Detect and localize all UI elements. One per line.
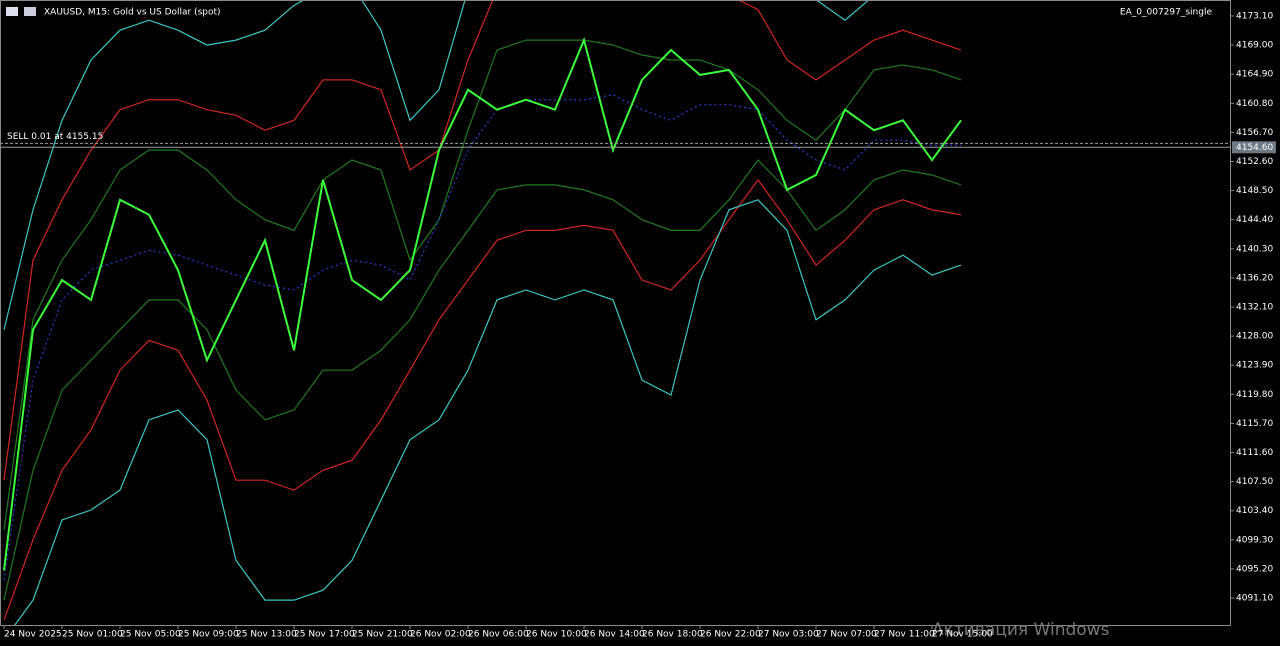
x-tick-label: 25 Nov 13:00	[236, 630, 297, 640]
y-tick-label: 4136.20	[1236, 273, 1273, 283]
last-price-box	[1232, 141, 1276, 154]
x-tick-label: 25 Nov 01:00	[62, 630, 123, 640]
order-label: SELL 0.01 at 4155.15	[7, 132, 103, 142]
y-tick-label: 4128.00	[1236, 332, 1273, 342]
y-tick-label: 4091.10	[1236, 594, 1273, 604]
y-tick-label: 4173.10	[1236, 11, 1273, 21]
y-tick-label: 4144.40	[1236, 215, 1273, 225]
y-tick-label: 4107.50	[1236, 477, 1273, 487]
x-tick-label: 26 Nov 06:00	[468, 630, 529, 640]
y-tick-label: 4111.60	[1236, 448, 1273, 458]
x-tick-label: 24 Nov 2025	[4, 630, 62, 640]
y-tick-label: 4095.20	[1236, 564, 1273, 574]
y-tick-label: 4132.10	[1236, 302, 1273, 312]
x-tick-label: 27 Nov 11:00	[874, 630, 935, 640]
y-tick-label: 4160.80	[1236, 99, 1273, 109]
x-tick-label: 27 Nov 03:00	[758, 630, 819, 640]
x-tick-label: 27 Nov 15:00	[932, 630, 993, 640]
x-tick-label: 27 Nov 07:00	[816, 630, 877, 640]
chart-icon	[24, 7, 36, 16]
watermark: Активация Windows	[932, 620, 1110, 640]
y-tick-label: 4169.00	[1236, 41, 1273, 51]
series-line	[3, 159, 962, 601]
y-tick-label: 4148.50	[1236, 186, 1273, 196]
plot-frame	[0, 0, 1231, 626]
x-tick-label: 26 Nov 22:00	[700, 630, 761, 640]
series-line	[3, 1, 962, 481]
series-line	[3, 36, 962, 571]
last-price-label: 4154.60	[1236, 143, 1273, 153]
series-line	[3, 94, 961, 581]
y-tick-label: 4123.90	[1236, 361, 1273, 371]
x-tick-label: 25 Nov 21:00	[352, 630, 413, 640]
plot-area	[1, 1, 1230, 625]
y-tick-label: 4152.60	[1236, 157, 1273, 167]
x-tick-label: 25 Nov 05:00	[120, 630, 181, 640]
symbol-icon	[6, 7, 18, 16]
x-tick-label: 26 Nov 14:00	[584, 630, 645, 640]
y-tick-label: 4103.40	[1236, 506, 1273, 516]
series-line	[14, 199, 962, 625]
y-tick-label: 4156.70	[1236, 128, 1273, 138]
x-tick-label: 25 Nov 09:00	[178, 630, 239, 640]
y-tick-label: 4115.70	[1236, 419, 1273, 429]
expert-name: EA_0_007297_single	[1120, 8, 1213, 18]
y-tick-label: 4119.80	[1236, 390, 1273, 400]
chart-title: XAUUSD, M15: Gold vs US Dollar (spot)	[44, 8, 221, 18]
x-tick-label: 26 Nov 18:00	[642, 630, 703, 640]
x-tick-label: 26 Nov 10:00	[526, 630, 587, 640]
series-line	[3, 39, 962, 530]
series-line	[3, 1, 869, 330]
y-tick-label: 4164.90	[1236, 70, 1273, 80]
y-tick-label: 4099.30	[1236, 535, 1273, 545]
x-tick-label: 25 Nov 17:00	[294, 630, 355, 640]
x-tick-label: 26 Nov 02:00	[410, 630, 471, 640]
series-line	[3, 178, 962, 621]
y-tick-label: 4140.30	[1236, 244, 1273, 254]
